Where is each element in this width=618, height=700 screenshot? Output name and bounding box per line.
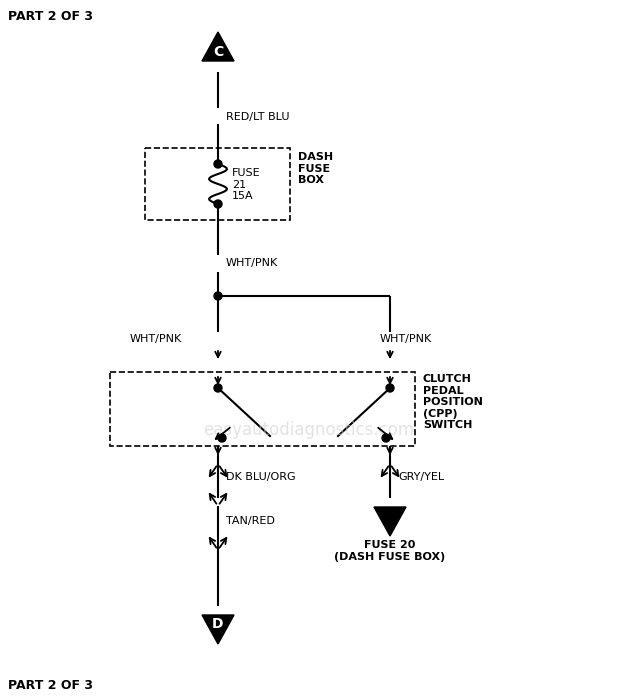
Circle shape [214,384,222,392]
Text: WHT/PNK: WHT/PNK [130,334,182,344]
Text: PART 2 OF 3: PART 2 OF 3 [8,10,93,23]
Bar [110,372,415,446]
Bar [145,148,290,220]
Text: RED/LT BLU: RED/LT BLU [226,112,289,122]
Text: GRY/YEL: GRY/YEL [398,472,444,482]
Circle shape [218,434,226,442]
Polygon shape [202,32,234,61]
Text: DK BLU/ORG: DK BLU/ORG [226,472,295,482]
Text: easyautodiagnostics.com: easyautodiagnostics.com [203,421,415,439]
Text: FUSE 20
(DASH FUSE BOX): FUSE 20 (DASH FUSE BOX) [334,540,446,561]
Circle shape [214,292,222,300]
Circle shape [386,384,394,392]
Text: DASH
FUSE
BOX: DASH FUSE BOX [298,152,333,186]
Circle shape [214,200,222,208]
Text: PART 2 OF 3: PART 2 OF 3 [8,679,93,692]
Text: WHT/PNK: WHT/PNK [226,258,278,268]
Text: WHT/PNK: WHT/PNK [380,334,432,344]
Text: D: D [212,617,224,631]
Circle shape [214,160,222,168]
Text: CLUTCH
PEDAL
POSITION
(CPP)
SWITCH: CLUTCH PEDAL POSITION (CPP) SWITCH [423,374,483,430]
Text: C: C [213,45,223,59]
Text: TAN/RED: TAN/RED [226,516,275,526]
Text: FUSE
21
15A: FUSE 21 15A [232,168,261,201]
Polygon shape [202,615,234,644]
Circle shape [382,434,390,442]
Polygon shape [374,507,406,536]
